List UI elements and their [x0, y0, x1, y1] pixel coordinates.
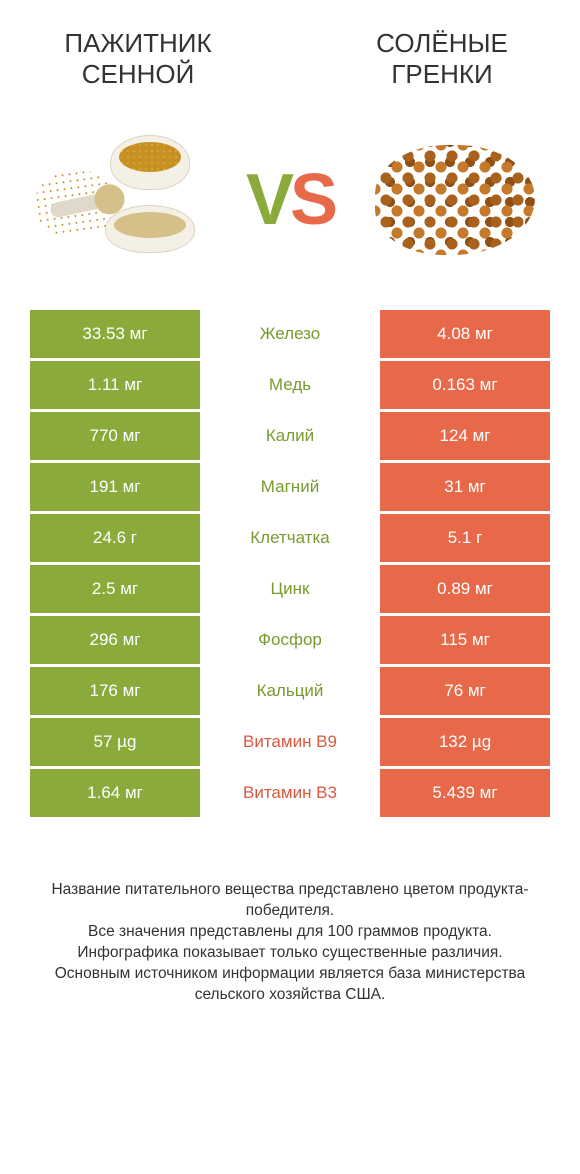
- right-value-cell: 132 µg: [380, 718, 550, 766]
- images-row: VS: [0, 100, 580, 310]
- right-value-cell: 76 мг: [380, 667, 550, 715]
- table-row: 191 мгМагний31 мг: [30, 463, 550, 511]
- table-row: 33.53 мгЖелезо4.08 мг: [30, 310, 550, 358]
- footer-line: Название питательного вещества представл…: [30, 880, 550, 922]
- table-row: 296 мгФосфор115 мг: [30, 616, 550, 664]
- left-value-cell: 24.6 г: [30, 514, 200, 562]
- right-value-cell: 4.08 мг: [380, 310, 550, 358]
- table-row: 24.6 гКлетчатка5.1 г: [30, 514, 550, 562]
- left-value-cell: 770 мг: [30, 412, 200, 460]
- vs-label: VS: [246, 159, 334, 241]
- nutrient-name-cell: Кальций: [200, 667, 380, 715]
- table-row: 57 µgВитамин B9132 µg: [30, 718, 550, 766]
- nutrient-name-cell: Цинк: [200, 565, 380, 613]
- left-value-cell: 296 мг: [30, 616, 200, 664]
- left-value-cell: 1.64 мг: [30, 769, 200, 817]
- vs-s: S: [290, 159, 334, 241]
- table-row: 176 мгКальций76 мг: [30, 667, 550, 715]
- right-value-cell: 31 мг: [380, 463, 550, 511]
- left-product-title: ПАЖИТНИК СЕННОЙ: [38, 28, 238, 90]
- right-product-title: СОЛЁНЫЕ ГРЕНКИ: [342, 28, 542, 90]
- comparison-table: 33.53 мгЖелезо4.08 мг1.11 мгМедь0.163 мг…: [30, 310, 550, 817]
- footer-notes: Название питательного вещества представл…: [0, 820, 580, 1006]
- right-product-image: [360, 130, 550, 270]
- nutrient-name-cell: Медь: [200, 361, 380, 409]
- left-value-cell: 33.53 мг: [30, 310, 200, 358]
- nutrient-name-cell: Витамин B9: [200, 718, 380, 766]
- left-value-cell: 191 мг: [30, 463, 200, 511]
- table-row: 1.64 мгВитамин B35.439 мг: [30, 769, 550, 817]
- nutrient-name-cell: Магний: [200, 463, 380, 511]
- right-value-cell: 5.1 г: [380, 514, 550, 562]
- left-value-cell: 57 µg: [30, 718, 200, 766]
- right-value-cell: 0.163 мг: [380, 361, 550, 409]
- left-value-cell: 176 мг: [30, 667, 200, 715]
- nutrient-name-cell: Железо: [200, 310, 380, 358]
- left-value-cell: 1.11 мг: [30, 361, 200, 409]
- footer-line: Основным источником информации является …: [30, 964, 550, 1006]
- table-row: 2.5 мгЦинк0.89 мг: [30, 565, 550, 613]
- right-value-cell: 115 мг: [380, 616, 550, 664]
- nutrient-name-cell: Калий: [200, 412, 380, 460]
- nutrient-name-cell: Фосфор: [200, 616, 380, 664]
- croutons-icon: [370, 140, 540, 260]
- table-row: 1.11 мгМедь0.163 мг: [30, 361, 550, 409]
- nutrient-name-cell: Витамин B3: [200, 769, 380, 817]
- right-value-cell: 0.89 мг: [380, 565, 550, 613]
- right-value-cell: 124 мг: [380, 412, 550, 460]
- vs-v: V: [246, 159, 290, 241]
- header: ПАЖИТНИК СЕННОЙ СОЛЁНЫЕ ГРЕНКИ: [0, 0, 580, 100]
- left-product-image: [30, 130, 220, 270]
- footer-line: Все значения представлены для 100 граммо…: [30, 922, 550, 943]
- table-row: 770 мгКалий124 мг: [30, 412, 550, 460]
- footer-line: Инфографика показывает только существенн…: [30, 943, 550, 964]
- nutrient-name-cell: Клетчатка: [200, 514, 380, 562]
- right-value-cell: 5.439 мг: [380, 769, 550, 817]
- left-value-cell: 2.5 мг: [30, 565, 200, 613]
- fenugreek-icon: [35, 135, 215, 265]
